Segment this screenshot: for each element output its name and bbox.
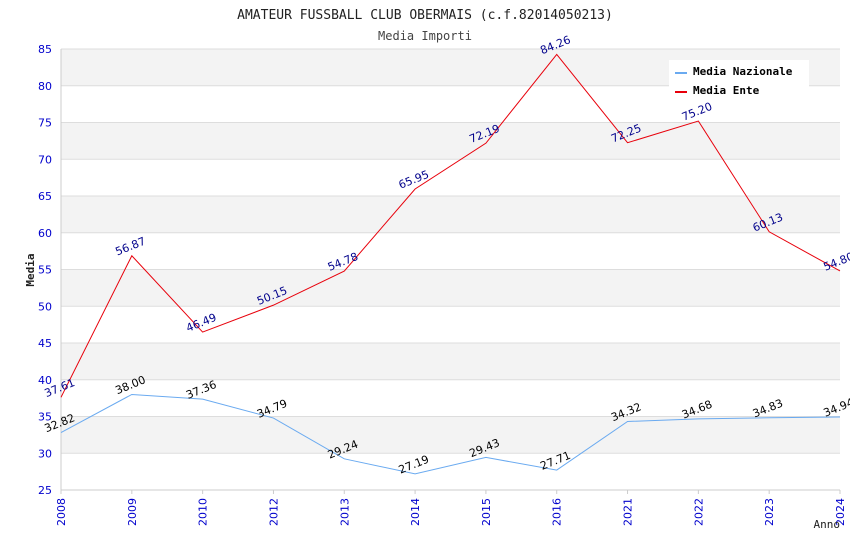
plot-band	[61, 122, 840, 160]
y-tick-label: 25	[38, 484, 52, 497]
legend-label-ente: Media Ente	[693, 84, 760, 97]
x-tick-label: 2012	[267, 498, 280, 526]
y-tick-label: 30	[38, 447, 52, 460]
y-tick-label: 60	[38, 227, 52, 240]
series-line-media-ente	[60, 53, 841, 398]
x-tick-label: 2024	[834, 498, 847, 526]
y-tick-label: 80	[38, 80, 52, 93]
y-tick-labels: 25 30 35 40 45 50 55 60 65 70 75 80 85	[38, 43, 52, 497]
series-lines	[60, 53, 841, 475]
plot-band	[61, 306, 840, 343]
plot-band	[61, 416, 840, 454]
x-tick-label: 2022	[692, 498, 705, 526]
x-tick-label: 2016	[551, 498, 564, 526]
y-tick-label: 70	[38, 153, 52, 166]
x-tick-label: 2013	[338, 498, 351, 526]
plot-band	[61, 196, 840, 233]
legend: Media Nazionale Media Ente	[669, 60, 809, 100]
y-tick-label: 40	[38, 374, 52, 387]
x-tick-label: 2021	[622, 498, 635, 526]
y-axis-label: Media	[24, 253, 37, 286]
y-tick-label: 75	[38, 117, 52, 130]
plot-band	[61, 232, 840, 270]
x-tick-label: 2023	[763, 498, 776, 526]
x-tick-label: 2009	[126, 498, 139, 526]
series-line-media-nazionale	[60, 393, 841, 475]
y-tick-label: 55	[38, 264, 52, 277]
legend-label-national: Media Nazionale	[693, 65, 793, 78]
y-tick-label: 45	[38, 337, 52, 350]
x-tick-label: 2010	[197, 498, 210, 526]
legend-box	[669, 60, 809, 100]
plot-band	[61, 379, 840, 417]
chart-title: AMATEUR FUSSBALL CLUB OBERMAIS (c.f.8201…	[237, 8, 613, 23]
x-tick-label: 2008	[55, 498, 68, 526]
y-tick-label: 65	[38, 190, 52, 203]
plot-band	[61, 343, 840, 380]
plot-band	[61, 269, 840, 307]
x-tick-label: 2015	[480, 498, 493, 526]
y-tick-label: 50	[38, 300, 52, 313]
x-tick-label: 2014	[409, 498, 422, 526]
y-tick-label: 35	[38, 411, 52, 424]
plot-band	[61, 453, 840, 490]
plot-background-bands	[61, 49, 840, 490]
chart-subtitle: Media Importi	[378, 29, 472, 43]
y-tick-label: 85	[38, 43, 52, 56]
x-axis-label: Anno	[814, 518, 841, 531]
plot-band	[61, 159, 840, 196]
x-tick-labels: 2008 2009 2010 2012 2013 2014 2015 2016 2021 2022…	[55, 490, 847, 526]
